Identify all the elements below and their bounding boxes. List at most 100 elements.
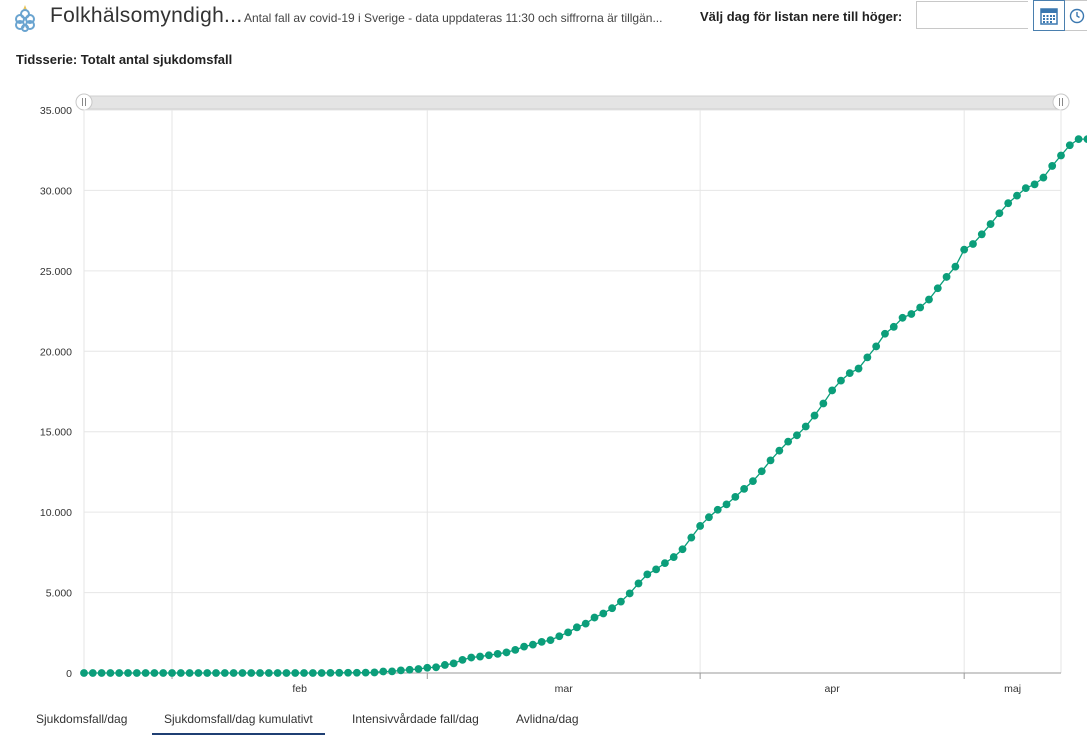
data-point [881,329,889,338]
data-point [573,623,581,632]
data-point [757,467,766,476]
data-point [837,376,845,385]
data-point [212,669,220,677]
data-point [1065,141,1074,150]
data-point [388,667,396,676]
y-axis: 0 5.000 10.000 15.000 20.000 25.000 30.000 35.0… [40,105,72,680]
data-point [555,632,564,641]
data-point [449,659,458,668]
data-point [264,669,273,677]
data-point [1057,151,1065,160]
folkhalsomyndigheten-logo-icon [15,5,35,32]
data-point [317,669,326,677]
data-point [176,669,185,677]
data-point [150,669,159,677]
x-tick-label: apr [825,683,841,695]
data-point [1021,184,1030,193]
data-point [687,533,696,542]
data-point [335,668,344,677]
data-point [933,284,942,293]
data-point [986,220,995,228]
data-point [564,628,572,637]
data-point [643,570,652,579]
data-point [194,669,203,677]
data-point [1039,173,1048,182]
y-tick-label: 35.000 [40,105,72,117]
data-point [546,636,555,644]
chart-grid [83,109,1062,674]
calendar-icon [1040,7,1058,25]
data-point [124,669,132,677]
data-point [977,230,986,239]
data-point [88,669,97,677]
data-point [731,492,740,501]
chart-tabs: Sjukdomsfall/dag Sjukdomsfall/dag kumula… [0,704,1087,735]
data-point [352,668,361,677]
range-slider-left-handle[interactable] [75,93,93,111]
data-point [784,437,793,446]
data-point [801,422,810,431]
data-point [370,668,379,677]
data-point [396,666,405,675]
calendar-button[interactable] [1033,0,1065,31]
data-point [528,640,537,649]
data-point [581,619,590,628]
tab-sjukdomsfall-dag-kumulativt[interactable]: Sjukdomsfall/dag kumulativt [152,712,325,735]
data-point [599,609,608,618]
data-point [916,303,925,312]
data-point [502,648,511,657]
data-point [423,663,432,672]
data-point [722,500,731,509]
data-point [828,386,837,395]
data-point [159,669,168,677]
range-slider-right-handle[interactable] [1052,93,1070,111]
data-point [484,651,493,660]
data-point [652,565,661,574]
data-point [493,649,502,658]
y-tick-label: 5.000 [46,588,72,600]
data-point [951,262,960,271]
tab-avlidna-dag[interactable]: Avlidna/dag [516,712,579,726]
range-slider[interactable] [75,93,1070,111]
data-point [440,661,449,669]
data-point [238,669,247,677]
y-tick-label: 30.000 [40,185,72,197]
data-point [889,322,898,331]
data-point [80,669,88,677]
data-point [1004,199,1013,208]
data-point [537,637,546,646]
clock-button[interactable] [1065,0,1087,31]
y-tick-label: 20.000 [40,346,72,358]
data-point [326,668,335,677]
data-point [361,668,370,677]
data-point [203,669,212,677]
data-point [661,559,669,568]
x-tick-label: feb [292,683,307,695]
app-title: Folkhälsomyndigh... [50,4,243,27]
date-input[interactable] [916,1,1028,29]
data-point [308,669,317,677]
plot-area [84,110,1061,673]
data-point [854,364,863,373]
data-point [247,669,256,677]
tab-sjukdomsfall-dag[interactable]: Sjukdomsfall/dag [36,712,128,726]
data-point [819,399,828,408]
data-point [414,665,423,673]
data-point [705,513,713,522]
data-point [863,353,872,362]
data-point [696,522,705,530]
data-point [1074,135,1083,144]
data-point [220,669,229,677]
data-point [467,653,476,662]
data-point [810,411,819,420]
data-point [168,669,176,677]
data-point [872,342,881,351]
data-point [432,663,440,672]
data-point [793,431,801,440]
tab-intensivvardade-fall-dag[interactable]: Intensivvårdade fall/dag [352,712,479,726]
x-tick-label: mar [555,683,574,695]
data-point [115,669,124,677]
data-point [907,310,916,318]
data-point [1030,180,1039,189]
data-point [749,477,757,486]
